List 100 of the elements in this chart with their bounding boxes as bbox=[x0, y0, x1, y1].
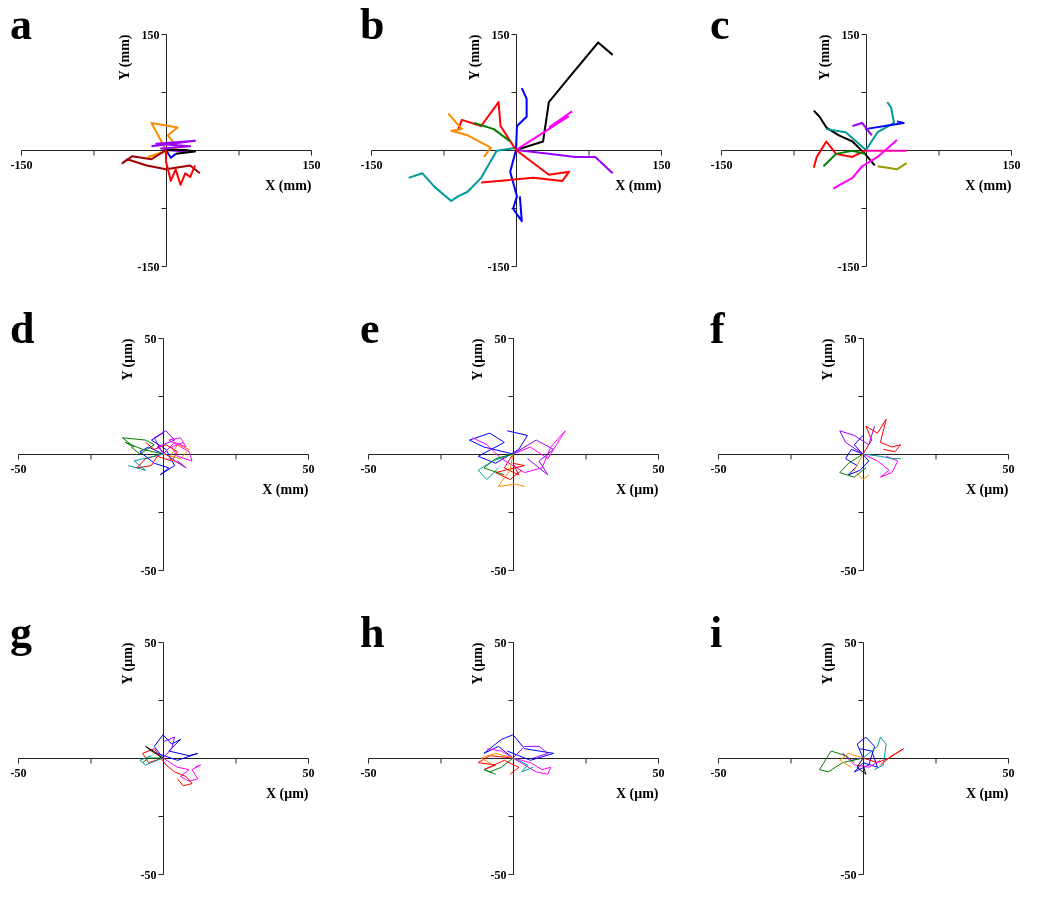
line-series bbox=[121, 149, 201, 175]
line-series bbox=[407, 146, 517, 203]
x-axis-title: X (μm) bbox=[965, 481, 1009, 498]
y-axis-title: Y (μm) bbox=[119, 338, 136, 381]
line-series bbox=[509, 87, 528, 223]
line-series bbox=[142, 748, 193, 787]
x-tick-label: 50 bbox=[652, 765, 665, 780]
x-tick-label: 50 bbox=[1002, 461, 1015, 476]
line-series bbox=[515, 110, 574, 151]
line-series bbox=[856, 757, 867, 775]
line-series bbox=[486, 748, 552, 775]
line-series bbox=[512, 757, 534, 773]
y-tick-label: 50 bbox=[494, 331, 507, 346]
y-axis-title: Y (μm) bbox=[469, 642, 486, 685]
y-tick-label: 150 bbox=[491, 27, 510, 42]
line-series bbox=[862, 736, 887, 771]
y-axis-title: Y (μm) bbox=[119, 642, 136, 685]
x-tick-label: -50 bbox=[10, 765, 27, 780]
chart-title: c bbox=[710, 0, 730, 49]
x-axis-title: X (μm) bbox=[265, 785, 309, 802]
line-series bbox=[139, 432, 176, 476]
line-series bbox=[845, 434, 870, 476]
y-tick-label: 150 bbox=[141, 27, 160, 42]
y-tick-label: -50 bbox=[140, 867, 157, 882]
x-tick-label: 150 bbox=[302, 157, 321, 172]
line-series bbox=[469, 430, 528, 464]
chart-title: d bbox=[10, 304, 35, 353]
y-tick-label: 50 bbox=[844, 635, 857, 650]
x-tick-label: -50 bbox=[710, 461, 727, 476]
line-series bbox=[136, 441, 178, 469]
line-series bbox=[812, 109, 876, 167]
x-tick-label: -150 bbox=[360, 157, 383, 172]
line-series bbox=[477, 755, 520, 775]
line-series bbox=[832, 138, 898, 190]
y-tick-label: -50 bbox=[140, 563, 157, 578]
x-axis-title: X (μm) bbox=[615, 785, 659, 802]
line-series bbox=[842, 752, 881, 768]
x-axis-title: X (mm) bbox=[965, 177, 1012, 194]
line-series bbox=[483, 757, 514, 775]
line-series bbox=[162, 757, 202, 782]
x-tick-label: 50 bbox=[652, 461, 665, 476]
x-axis-title: X (μm) bbox=[965, 785, 1009, 802]
line-series bbox=[862, 748, 905, 766]
line-series bbox=[515, 149, 614, 175]
line-series bbox=[457, 101, 571, 184]
line-series bbox=[839, 453, 867, 478]
x-tick-label: 50 bbox=[302, 765, 315, 780]
y-axis-title: Y (mm) bbox=[816, 34, 833, 81]
line-series bbox=[862, 418, 902, 455]
line-series bbox=[853, 736, 878, 773]
y-tick-label: -50 bbox=[490, 563, 507, 578]
y-tick-label: -150 bbox=[137, 259, 160, 274]
x-tick-label: 150 bbox=[1002, 157, 1021, 172]
chart-title: h bbox=[360, 608, 385, 657]
y-tick-label: -150 bbox=[487, 259, 510, 274]
line-series bbox=[853, 453, 870, 481]
y-axis-title: Y (mm) bbox=[466, 34, 483, 81]
x-tick-label: -50 bbox=[10, 461, 27, 476]
x-tick-label: 150 bbox=[652, 157, 671, 172]
y-tick-label: -50 bbox=[490, 867, 507, 882]
y-tick-label: 50 bbox=[844, 331, 857, 346]
x-tick-label: -50 bbox=[360, 461, 377, 476]
x-axis-title: X (mm) bbox=[265, 177, 312, 194]
line-series bbox=[812, 140, 867, 169]
line-series bbox=[165, 149, 196, 186]
line-series bbox=[477, 453, 514, 481]
y-axis-title: Y (μm) bbox=[819, 338, 836, 381]
line-series bbox=[819, 750, 864, 773]
line-series bbox=[825, 101, 896, 151]
y-tick-label: -50 bbox=[840, 563, 857, 578]
line-series bbox=[147, 121, 179, 158]
line-series bbox=[162, 736, 176, 759]
chart-title: f bbox=[710, 304, 726, 353]
chart-title: i bbox=[710, 608, 723, 657]
y-tick-label: 150 bbox=[841, 27, 860, 42]
line-series bbox=[495, 453, 526, 481]
line-series bbox=[162, 437, 193, 462]
chart-title: a bbox=[10, 0, 32, 49]
line-series bbox=[447, 112, 492, 158]
line-series bbox=[150, 139, 196, 153]
x-tick-label: -50 bbox=[710, 765, 727, 780]
chart-title: e bbox=[360, 304, 380, 353]
line-series bbox=[512, 439, 555, 476]
line-series bbox=[839, 425, 876, 455]
line-series bbox=[483, 453, 514, 476]
y-axis-title: Y (mm) bbox=[116, 34, 133, 81]
line-series bbox=[162, 444, 190, 467]
x-tick-label: -150 bbox=[710, 157, 733, 172]
y-axis-title: Y (μm) bbox=[469, 338, 486, 381]
x-tick-label: -150 bbox=[10, 157, 33, 172]
x-axis-title: X (mm) bbox=[262, 481, 309, 498]
y-tick-label: 50 bbox=[144, 331, 157, 346]
line-series bbox=[127, 453, 164, 471]
x-axis-title: X (μm) bbox=[615, 481, 659, 498]
chart-title: b bbox=[360, 0, 385, 49]
y-tick-label: 50 bbox=[494, 635, 507, 650]
y-tick-label: -150 bbox=[837, 259, 860, 274]
line-series bbox=[483, 734, 555, 761]
x-axis-title: X (mm) bbox=[615, 177, 662, 194]
line-series bbox=[839, 752, 864, 768]
